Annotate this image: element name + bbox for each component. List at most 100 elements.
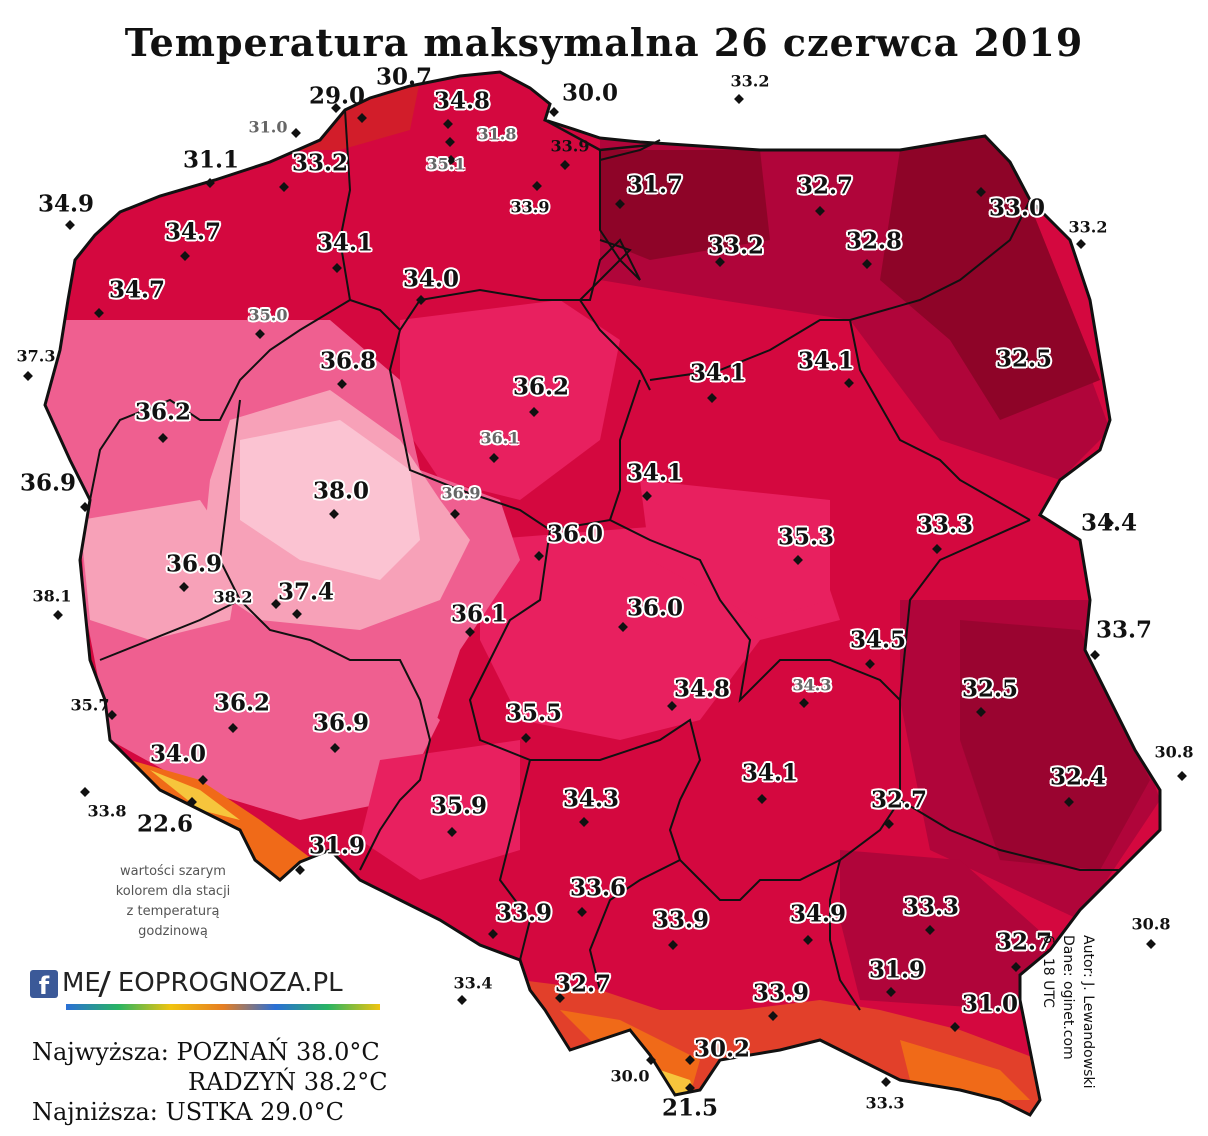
station-temperature-label: 33.9: [652, 906, 710, 934]
station-temperature-label: 35.1: [426, 154, 466, 174]
station-temperature-label: 34.1: [689, 359, 747, 387]
station-temperature-label: 34.9: [37, 190, 95, 218]
station-marker: [715, 257, 725, 267]
station-temperature-label: 21.5: [661, 1094, 719, 1122]
meteoprognoza-logo[interactable]: f ME EOPROGNOZA.PL: [30, 968, 343, 1002]
station-temperature-label: 34.8: [673, 675, 731, 703]
station-marker: [521, 733, 531, 743]
station-marker: [560, 160, 570, 170]
station-temperature-label: 32.8: [845, 227, 903, 255]
station-marker: [799, 698, 809, 708]
station-marker: [158, 433, 168, 443]
station-marker: [815, 206, 825, 216]
station-marker: [457, 995, 467, 1005]
station-marker: [1011, 962, 1021, 972]
station-temperature-label: 31.9: [868, 956, 926, 984]
station-temperature-label: 32.5: [995, 345, 1053, 373]
station-temperature-label: 31.8: [477, 124, 517, 144]
station-marker: [865, 659, 875, 669]
station-temperature-label: 33.3: [865, 1093, 905, 1113]
station-marker: [447, 827, 457, 837]
station-marker: [65, 220, 75, 230]
station-marker: [295, 865, 305, 875]
station-marker: [707, 393, 717, 403]
station-temperature-label: 36.2: [512, 373, 570, 401]
station-temperature-label: 30.0: [561, 79, 619, 107]
station-marker: [862, 259, 872, 269]
station-temperature-label: 33.9: [550, 136, 590, 156]
station-marker: [646, 1055, 656, 1065]
station-marker: [489, 453, 499, 463]
facebook-icon[interactable]: f: [30, 969, 58, 1000]
station-marker: [579, 817, 589, 827]
station-temperature-label: 34.1: [797, 347, 855, 375]
station-temperature-label: 35.5: [505, 699, 563, 727]
station-temperature-label: 38.0: [312, 477, 370, 505]
station-temperature-label: 36.2: [134, 398, 192, 426]
station-marker: [332, 263, 342, 273]
station-marker: [884, 819, 894, 829]
map-title: Temperatura maksymalna 26 czerwca 2019: [124, 20, 1084, 65]
station-temperature-label: 29.0: [308, 82, 366, 110]
station-marker: [23, 371, 33, 381]
station-temperature-label: 34.1: [741, 759, 799, 787]
station-marker: [271, 599, 281, 609]
station-temperature-label: 32.5: [961, 675, 1019, 703]
lowest-value: USTKA 29.0°C: [165, 1098, 344, 1126]
station-temperature-label: 35.0: [248, 305, 288, 325]
station-temperature-label: 32.4: [1049, 763, 1107, 791]
station-temperature-label: 33.9: [752, 979, 810, 1007]
station-marker: [198, 775, 208, 785]
station-marker: [925, 925, 935, 935]
station-temperature-label: 33.2: [291, 149, 349, 177]
station-temperature-label: 33.8: [87, 801, 127, 821]
station-temperature-label: 38.2: [213, 587, 253, 607]
station-temperature-label: 34.4: [1080, 509, 1138, 537]
station-marker: [642, 491, 652, 501]
station-temperature-label: 30.0: [610, 1066, 650, 1086]
station-marker: [976, 187, 986, 197]
station-temperature-label: 33.2: [707, 232, 765, 260]
station-marker: [803, 935, 813, 945]
station-temperature-label: 33.4: [453, 973, 493, 993]
grey-values-note: wartości szarym kolorem dla stacji z tem…: [88, 862, 258, 942]
station-temperature-label: 34.0: [402, 265, 460, 293]
station-marker: [881, 1077, 891, 1087]
station-marker: [255, 329, 265, 339]
station-temperature-label: 37.3: [16, 346, 56, 366]
station-temperature-label: 35.3: [777, 523, 835, 551]
station-marker: [445, 137, 455, 147]
station-marker: [80, 787, 90, 797]
station-marker: [1146, 939, 1156, 949]
station-temperature-label: 34.8: [433, 87, 491, 115]
station-temperature-label: 22.6: [136, 810, 194, 838]
station-marker: [529, 407, 539, 417]
highest-line-1: Najwyższa: POZNAŃ 38.0°C: [32, 1038, 380, 1066]
station-temperature-label: 33.9: [495, 899, 553, 927]
station-marker: [1104, 518, 1114, 528]
station-temperature-label: 34.7: [108, 276, 166, 304]
station-temperature-label: 30.7: [375, 63, 433, 91]
station-marker: [180, 251, 190, 261]
station-temperature-label: 31.9: [308, 832, 366, 860]
station-temperature-label: 36.1: [450, 600, 508, 628]
voivodeship-borders: [89, 109, 1120, 1011]
station-temperature-label: 36.8: [319, 347, 377, 375]
station-marker: [734, 94, 744, 104]
station-marker: [532, 181, 542, 191]
station-temperature-label: 36.0: [546, 520, 604, 548]
station-temperature-label: 31.0: [248, 117, 288, 137]
lagoon-line: [599, 139, 661, 161]
station-marker: [292, 609, 302, 619]
logo-text: ME: [62, 968, 101, 998]
station-marker: [950, 1022, 960, 1032]
lowest-label: Najniższa:: [32, 1098, 158, 1126]
lowest-line: Najniższa: USTKA 29.0°C: [32, 1098, 344, 1126]
station-marker: [886, 987, 896, 997]
station-temperature-label: 32.7: [554, 970, 612, 998]
station-temperature-label: 36.2: [213, 689, 271, 717]
station-marker: [932, 544, 942, 554]
station-marker: [446, 155, 456, 165]
station-temperature-label: 33.7: [1095, 616, 1153, 644]
